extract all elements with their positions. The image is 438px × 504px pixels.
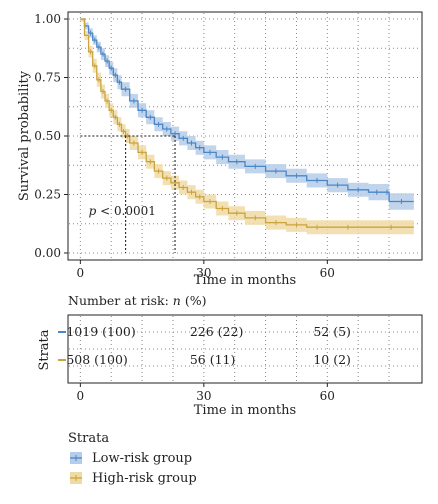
risk-table-cell: 10 (2) (313, 352, 351, 367)
risk-table-cell: 1019 (100) (66, 324, 135, 339)
risk-table-rows: 1019 (100) 226 (22) 52 (5) 508 (100) 56 (11)… (58, 324, 351, 367)
p-symbol: p (89, 204, 97, 218)
survival-curve-low-risk (80, 18, 414, 203)
p-value-annotation: p < 0.0001 (89, 204, 156, 218)
survival-plot: 0.00 0.25 0.50 0.75 1.00 0 30 60 Survival prob… (17, 11, 423, 288)
y-tick-label: 0.75 (34, 71, 61, 85)
risk-table-title: Number at risk: n (%) (68, 293, 206, 308)
legend-items: Low-risk group High-risk group (70, 451, 197, 486)
risk-table-cell: 226 (22) (190, 324, 244, 339)
y-tick-label: 0.00 (34, 246, 61, 260)
p-value-text: < 0.0001 (96, 204, 156, 218)
confidence-bands (80, 19, 414, 235)
risk-table-x-ticks: 0 30 60 (77, 383, 335, 403)
risk-table: Number at risk: n (%) Strata 1019 (100) 2… (37, 293, 423, 418)
survival-curves (80, 18, 414, 230)
y-tick-label: 0.25 (34, 187, 61, 201)
x-tick-label: 60 (320, 266, 335, 280)
risk-x-tick-label: 60 (320, 389, 335, 403)
risk-table-cell: 52 (5) (313, 324, 351, 339)
y-tick-label: 0.50 (34, 129, 61, 143)
x-tick-label: 0 (77, 266, 85, 280)
y-tick-labels: 0.00 0.25 0.50 0.75 1.00 (34, 12, 68, 260)
legend-title: Strata (68, 431, 109, 446)
risk-table-xlabel: Time in months (194, 403, 296, 418)
risk-x-tick-label: 30 (196, 389, 211, 403)
risk-x-tick-label: 0 (77, 389, 85, 403)
risk-table-ylabel: Strata (37, 329, 52, 370)
risk-table-grid (69, 316, 421, 382)
confidence-band-high-risk (80, 19, 414, 235)
risk-table-cell: 508 (100) (66, 352, 127, 367)
legend-label: High-risk group (92, 471, 197, 486)
legend: Strata Low-risk group High-risk group (68, 431, 197, 486)
median-lines (80, 135, 176, 253)
confidence-band-low-risk (80, 19, 414, 210)
x-tick-labels: 0 30 60 (77, 260, 335, 280)
legend-label: Low-risk group (92, 451, 192, 466)
y-tick-label: 1.00 (34, 12, 61, 26)
y-axis-label: Survival probability (17, 70, 32, 201)
x-axis-label: Time in months (194, 273, 296, 288)
risk-table-cell: 56 (11) (190, 352, 236, 367)
x-tick-label: 30 (196, 266, 211, 280)
